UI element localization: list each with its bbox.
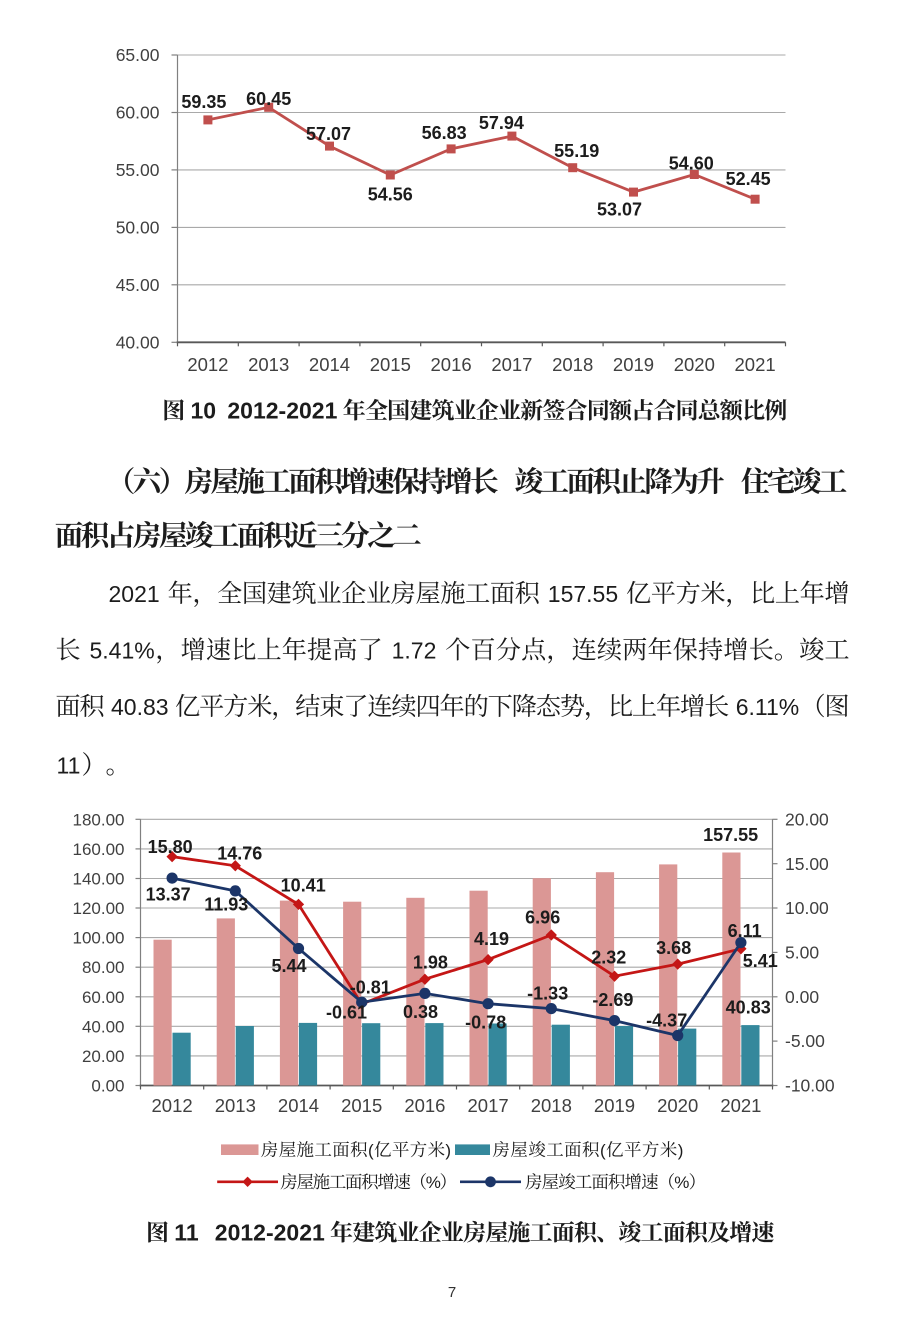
svg-text:2017: 2017 [491,354,532,375]
svg-text:6.11: 6.11 [728,921,762,941]
svg-text:2020: 2020 [657,1095,698,1116]
svg-text:0.38: 0.38 [403,1002,438,1022]
svg-text:1.98: 1.98 [413,952,448,972]
svg-text:120.00: 120.00 [73,899,125,918]
svg-text:0.00: 0.00 [91,1077,124,1096]
svg-text:59.35: 59.35 [181,92,226,112]
svg-text:20.00: 20.00 [82,1047,125,1066]
svg-text:-10.00: -10.00 [785,1076,835,1096]
svg-text:7: 7 [448,1284,456,1301]
svg-text:5.00: 5.00 [785,943,819,963]
svg-text:2014: 2014 [309,354,350,375]
svg-text:3.68: 3.68 [656,938,691,958]
svg-text:60.00: 60.00 [82,988,125,1007]
svg-text:11: 11 [174,1220,199,1246]
svg-text:10: 10 [191,398,217,424]
svg-text:180.00: 180.00 [73,810,125,829]
svg-text:40.83: 40.83 [726,998,771,1018]
svg-text:40.00: 40.00 [116,333,160,353]
svg-text:-1.33: -1.33 [527,984,568,1004]
svg-text:14.76: 14.76 [217,843,262,863]
svg-text:2015: 2015 [341,1095,382,1116]
svg-text:): ) [445,1141,451,1160]
svg-text:-4.37: -4.37 [646,1010,687,1030]
svg-text:157.55: 157.55 [703,825,758,845]
svg-text:60.45: 60.45 [246,89,291,109]
svg-text:140.00: 140.00 [73,870,125,889]
svg-text:56.83: 56.83 [422,123,467,143]
svg-text:2021: 2021 [109,581,160,607]
svg-text:2012: 2012 [187,354,228,375]
svg-text:2012-2021: 2012-2021 [215,1220,325,1246]
svg-text:52.45: 52.45 [726,169,771,189]
svg-text:2021: 2021 [735,354,776,375]
svg-text:10.41: 10.41 [281,876,326,896]
svg-text:%: % [674,1173,689,1192]
svg-text:%: % [426,1173,441,1192]
svg-text:2019: 2019 [613,354,654,375]
svg-text:2021: 2021 [720,1095,761,1116]
svg-text:5.41: 5.41 [743,951,778,971]
svg-text:100.00: 100.00 [73,929,125,948]
svg-text:2018: 2018 [531,1095,572,1116]
svg-text:13.37: 13.37 [146,885,191,905]
svg-text:2012-2021: 2012-2021 [227,398,337,424]
svg-text:6.11%: 6.11% [736,694,800,720]
svg-text:50.00: 50.00 [116,218,160,238]
svg-text:2017: 2017 [468,1095,509,1116]
svg-text:-5.00: -5.00 [785,1031,825,1051]
svg-text:57.94: 57.94 [479,113,524,133]
svg-text:65.00: 65.00 [116,45,160,65]
svg-text:2020: 2020 [674,354,715,375]
svg-text:-2.69: -2.69 [592,990,633,1010]
svg-text:): ) [678,1141,684,1160]
svg-text:11: 11 [57,753,81,779]
svg-text:80.00: 80.00 [82,958,125,977]
svg-text:2015: 2015 [370,354,411,375]
svg-text:6.96: 6.96 [525,908,560,928]
svg-text:10.00: 10.00 [785,898,829,918]
svg-text:15.00: 15.00 [785,854,829,874]
svg-text:45.00: 45.00 [116,275,160,295]
svg-text:5.41%: 5.41% [90,638,155,664]
svg-text:(: ( [368,1141,374,1160]
svg-text:57.07: 57.07 [306,124,351,144]
svg-text:11.93: 11.93 [204,894,248,914]
svg-text:2016: 2016 [404,1095,445,1116]
svg-text:(: ( [600,1141,606,1160]
svg-text:0.00: 0.00 [785,987,819,1007]
svg-text:2013: 2013 [248,354,289,375]
svg-text:-0.78: -0.78 [465,1013,506,1033]
svg-text:60.00: 60.00 [116,103,160,123]
svg-text:53.07: 53.07 [597,199,642,219]
svg-text:2012: 2012 [152,1095,193,1116]
svg-text:20.00: 20.00 [785,809,829,829]
svg-text:4.19: 4.19 [474,929,509,949]
svg-text:55.19: 55.19 [554,141,599,161]
svg-text:2016: 2016 [431,354,472,375]
svg-text:160.00: 160.00 [73,840,125,859]
svg-text:157.55: 157.55 [548,581,618,607]
svg-text:40.83: 40.83 [111,694,169,720]
svg-text:54.60: 54.60 [669,153,714,173]
svg-text:40.00: 40.00 [82,1017,125,1036]
svg-text:2014: 2014 [278,1095,319,1116]
svg-text:-0.61: -0.61 [326,1003,367,1023]
svg-text:-0.81: -0.81 [350,978,391,998]
svg-text:55.00: 55.00 [116,160,160,180]
svg-text:5.44: 5.44 [271,956,306,976]
svg-text:2018: 2018 [552,354,593,375]
svg-text:15.80: 15.80 [148,837,193,857]
svg-text:2013: 2013 [215,1095,256,1116]
svg-text:1.72: 1.72 [392,638,437,664]
svg-text:54.56: 54.56 [368,184,413,204]
svg-text:2.32: 2.32 [591,947,626,967]
svg-text:2019: 2019 [594,1095,635,1116]
